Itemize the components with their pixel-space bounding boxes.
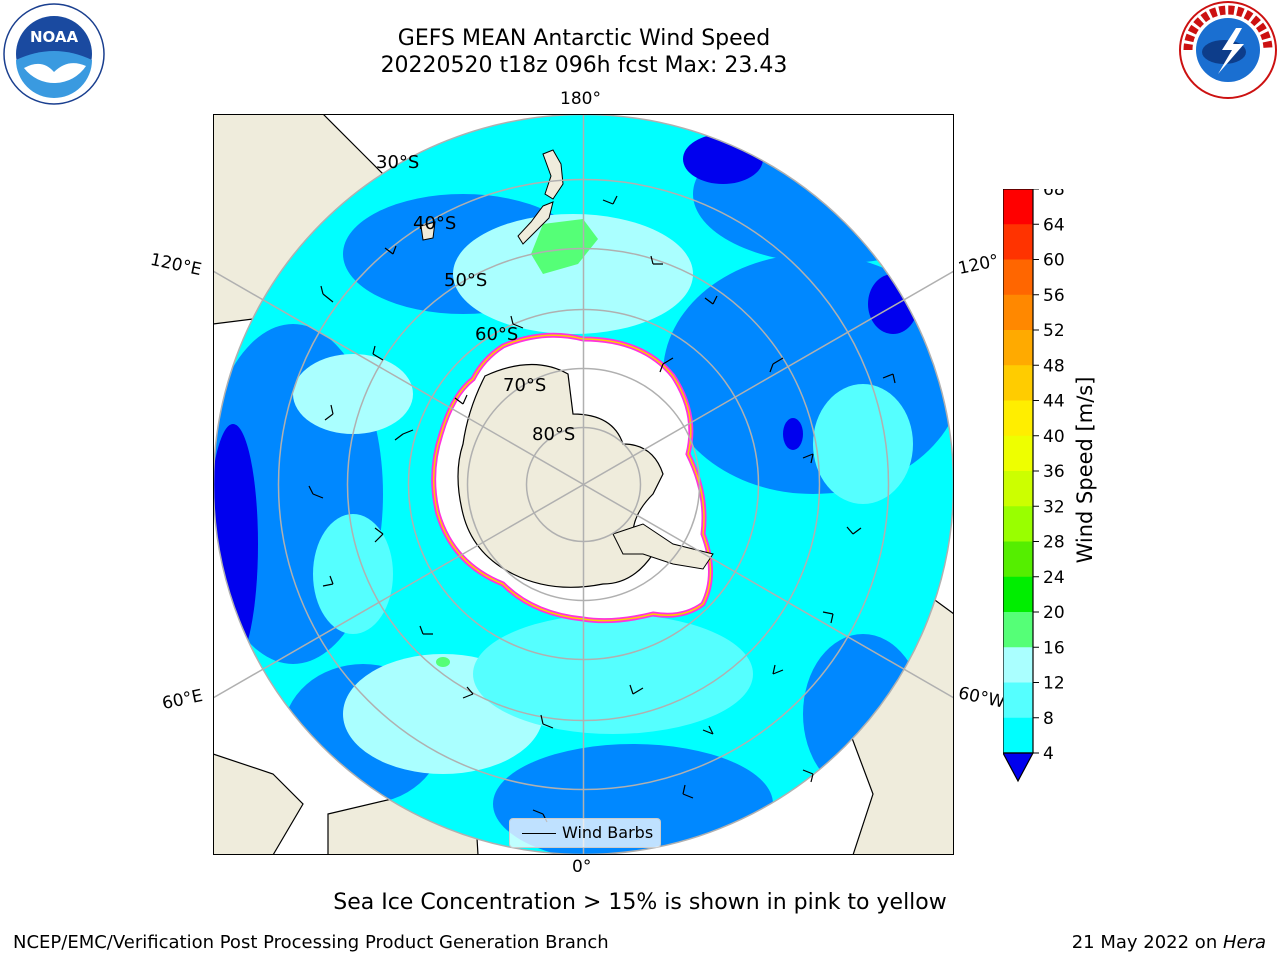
colorbar-tick-label: 24 [1043, 568, 1065, 588]
colorbar-tick-label: 16 [1043, 638, 1065, 658]
footer-host: Hera [1222, 932, 1266, 953]
lat-label-40s: 40°S [413, 213, 457, 234]
lon-label-0: 0° [572, 857, 592, 877]
colorbar-label: Wind Speed [m/s] [1073, 376, 1097, 564]
colorbar-cell [1003, 189, 1033, 225]
land-africa [213, 753, 304, 855]
colorbar-tick-label: 56 [1043, 286, 1065, 306]
colorbar-cell [1003, 259, 1033, 296]
colorbar-tick-label: 44 [1043, 392, 1065, 412]
colorbar-cell [1003, 294, 1033, 331]
colorbar-cell [1003, 400, 1033, 437]
colorbar-cell [1003, 506, 1033, 542]
lon-label-180: 180° [560, 89, 601, 109]
colorbar-cell [1003, 612, 1033, 648]
polar-map [213, 114, 954, 855]
colorbar: 68 64 60 56 52 48 44 40 36 32 28 24 20 16 12 8 4 [1003, 189, 1065, 783]
footer-date-text: 21 May 2022 on [1071, 932, 1223, 953]
colorbar-tick-label: 28 [1043, 533, 1065, 553]
noaa-logo-text: NOAA [30, 28, 79, 46]
colorbar-extend-triangle [1003, 752, 1035, 783]
colorbar-tick-label: 64 [1043, 215, 1065, 235]
colorbar-cell [1003, 717, 1033, 754]
lon-label-120e: 120°E [148, 249, 204, 281]
land-new-zealand [542, 149, 564, 200]
colorbar-cell [1003, 224, 1033, 260]
lon-label-60e: 60°E [160, 685, 205, 715]
nws-logo [1179, 1, 1277, 99]
colorbar-tick-label: 32 [1043, 497, 1065, 517]
colorbar-tick-label: 36 [1043, 462, 1065, 482]
lat-label-50s: 50°S [444, 270, 488, 291]
colorbar-cell [1003, 576, 1033, 613]
colorbar-tick-label: 60 [1043, 251, 1065, 271]
colorbar-tick-label: 12 [1043, 674, 1065, 694]
footer-date: 21 May 2022 on Hera [1072, 932, 1266, 953]
chart-title: GEFS MEAN Antarctic Wind Speed [397, 26, 771, 51]
colorbar-cell [1003, 435, 1033, 472]
lon-label-60w: 60°W [956, 683, 1007, 713]
land-antarctica [457, 363, 664, 588]
map-legend: Wind Barbs [509, 818, 661, 848]
wind-max-patch [531, 219, 598, 274]
legend-label: Wind Barbs [562, 823, 654, 842]
colorbar-cell [1003, 682, 1033, 719]
lat-label-80s: 80°S [532, 424, 576, 445]
colorbar-tick-label: 8 [1043, 709, 1054, 729]
footer-branch: NCEP/EMC/Verification Post Processing Pr… [13, 932, 609, 953]
chart-subtitle: 20220520 t18z 096h fcst Max: 23.43 [380, 53, 788, 78]
lon-label-120w: 120° [956, 250, 1001, 280]
colorbar-cell [1003, 541, 1033, 578]
colorbar-tick-label: 40 [1043, 427, 1065, 447]
colorbar-cell [1003, 365, 1033, 401]
colorbar-tick-label: 20 [1043, 603, 1065, 623]
colorbar-tick-label: 52 [1043, 321, 1065, 341]
colorbar-cell [1003, 471, 1033, 507]
colorbar-tick-label: 48 [1043, 356, 1065, 376]
colorbar-cell [1003, 330, 1033, 366]
lat-label-70s: 70°S [503, 375, 547, 396]
colorbar-tick-label: 4 [1043, 744, 1054, 764]
lat-label-60s: 60°S [475, 324, 519, 345]
colorbar-cell [1003, 647, 1033, 683]
lat-label-30s: 30°S [376, 152, 420, 173]
noaa-logo: NOAA [3, 3, 105, 105]
sea-ice-note: Sea Ice Concentration > 15% is shown in … [333, 890, 947, 915]
wind-barb-legend-line [522, 833, 556, 834]
colorbar-tick-label: 68 [1043, 189, 1065, 200]
